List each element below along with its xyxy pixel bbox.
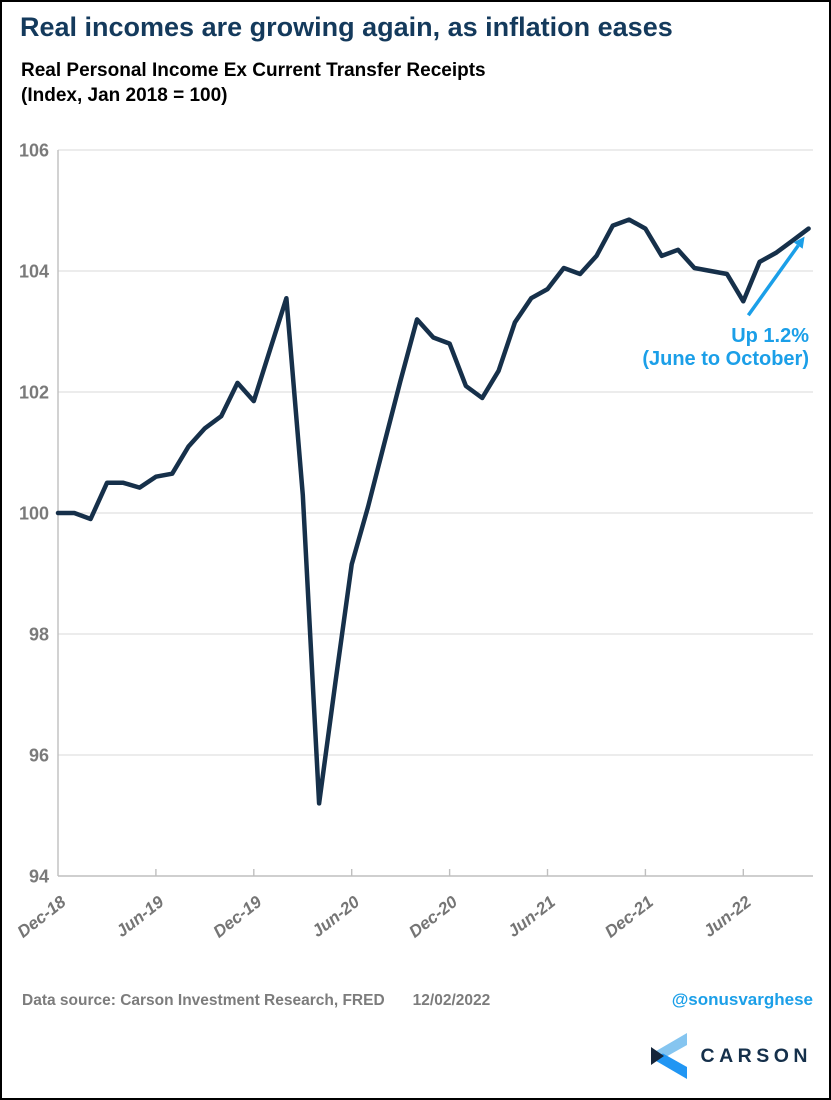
page-title: Real incomes are growing again, as infla… bbox=[20, 12, 673, 42]
data-source-text: Data source: Carson Investment Research,… bbox=[22, 992, 385, 1009]
x-axis-label: Jun-19 bbox=[112, 892, 167, 941]
x-axis-label: Jun-21 bbox=[504, 892, 559, 941]
annotation-arrow-head-icon bbox=[793, 236, 805, 249]
chart-subtitle: Real Personal Income Ex Current Transfer… bbox=[21, 58, 721, 108]
annotation-text-line1: Up 1.2% bbox=[731, 325, 809, 347]
y-axis-labels: 94 96 98 100 102 104 106 bbox=[19, 141, 49, 887]
footer-date: 12/02/2022 bbox=[412, 992, 491, 1009]
x-axis-label: Jun-22 bbox=[700, 892, 755, 941]
x-axis-label: Dec-19 bbox=[210, 892, 266, 942]
y-axis-label: 106 bbox=[19, 141, 49, 161]
x-axis-label: Jun-20 bbox=[308, 892, 363, 941]
footer-left: Data source: Carson Investment Research,… bbox=[22, 992, 490, 1010]
y-axis-label: 102 bbox=[19, 383, 49, 403]
carson-logo-icon bbox=[651, 1033, 688, 1079]
annotation-arrow bbox=[746, 244, 800, 317]
carson-logo-text: CARSON bbox=[700, 1044, 812, 1067]
y-axis-label: 94 bbox=[29, 867, 49, 887]
gridlines bbox=[58, 149, 813, 756]
annotation-text-line2: (June to October) bbox=[642, 348, 809, 370]
y-axis-label: 96 bbox=[29, 746, 49, 766]
y-axis-label: 98 bbox=[29, 625, 49, 645]
chart-subtitle-line1: Real Personal Income Ex Current Transfer… bbox=[21, 60, 486, 81]
chart-subtitle-line2: (Index, Jan 2018 = 100) bbox=[21, 85, 228, 106]
x-axis-label: Dec-18 bbox=[14, 892, 70, 942]
y-axis-label: 104 bbox=[19, 262, 49, 282]
x-axis-labels: Dec-18 Jun-19 Dec-19 Jun-20 Dec-20 Jun-21 Dec-… bbox=[14, 892, 755, 942]
y-axis-label: 100 bbox=[19, 504, 49, 524]
x-axis-label: Dec-21 bbox=[601, 892, 657, 941]
income-series-line bbox=[55, 217, 811, 806]
twitter-handle-link[interactable]: @sonusvarghese bbox=[671, 990, 813, 1009]
footer: Data source: Carson Investment Research,… bbox=[22, 990, 813, 1010]
carson-logo: CARSON bbox=[649, 1033, 812, 1079]
x-axis-ticks bbox=[155, 869, 745, 876]
x-axis-label: Dec-20 bbox=[405, 892, 461, 942]
income-line-chart: 94 96 98 100 102 104 106 Dec-18 Jun-19 Dec-19 Jun… bbox=[14, 141, 813, 942]
